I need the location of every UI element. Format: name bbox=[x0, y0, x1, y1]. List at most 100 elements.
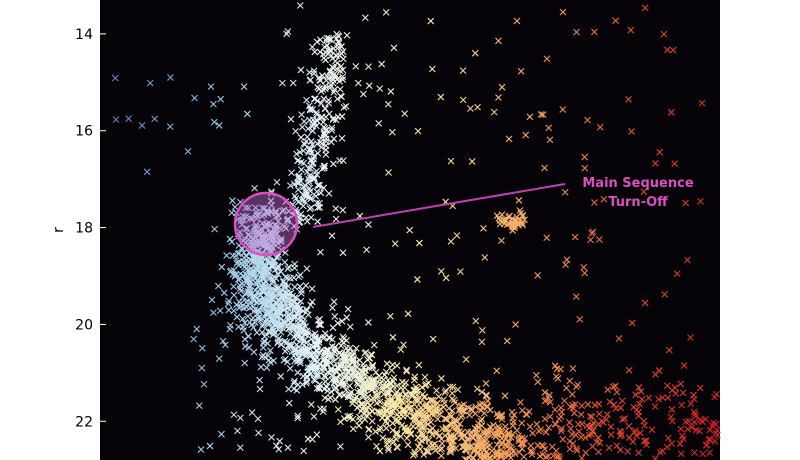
star-marker bbox=[527, 442, 535, 450]
star-marker bbox=[285, 325, 292, 333]
star-marker bbox=[514, 221, 522, 229]
star-marker bbox=[595, 236, 603, 243]
star-marker bbox=[677, 450, 685, 458]
star-marker bbox=[308, 285, 316, 293]
star-marker bbox=[211, 225, 218, 233]
star-marker bbox=[310, 95, 318, 103]
star-marker bbox=[284, 265, 292, 273]
star-marker bbox=[360, 363, 368, 371]
star-marker bbox=[249, 314, 257, 322]
star-marker bbox=[558, 408, 566, 416]
star-marker bbox=[594, 420, 602, 428]
star-marker bbox=[352, 344, 360, 352]
star-marker bbox=[637, 388, 645, 395]
star-marker bbox=[569, 401, 576, 409]
star-marker bbox=[263, 364, 271, 372]
star-marker bbox=[300, 447, 308, 455]
star-marker bbox=[220, 289, 228, 297]
star-marker bbox=[344, 305, 352, 313]
star-marker bbox=[258, 328, 266, 336]
star-marker bbox=[656, 148, 664, 156]
star-marker bbox=[690, 408, 698, 416]
star-marker bbox=[437, 93, 445, 101]
star-marker bbox=[306, 68, 313, 76]
star-marker bbox=[477, 407, 485, 414]
star-marker bbox=[197, 446, 205, 453]
star-marker bbox=[315, 384, 323, 391]
star-marker bbox=[263, 245, 271, 253]
star-marker bbox=[259, 297, 267, 305]
star-marker bbox=[322, 146, 330, 154]
star-marker bbox=[331, 86, 338, 94]
star-marker bbox=[447, 238, 455, 245]
star-marker bbox=[365, 221, 372, 228]
star-marker bbox=[261, 256, 269, 263]
star-marker bbox=[481, 452, 488, 459]
star-marker bbox=[398, 378, 406, 386]
star-marker bbox=[263, 291, 271, 299]
star-marker bbox=[236, 444, 244, 451]
star-marker bbox=[383, 406, 391, 414]
star-marker bbox=[304, 125, 312, 133]
star-marker bbox=[563, 384, 570, 392]
star-marker bbox=[267, 197, 275, 205]
star-marker bbox=[313, 111, 321, 119]
star-marker bbox=[346, 391, 354, 399]
star-marker bbox=[415, 361, 423, 369]
star-marker bbox=[302, 329, 309, 336]
star-marker bbox=[421, 417, 428, 425]
star-marker bbox=[316, 48, 324, 56]
star-marker bbox=[517, 399, 524, 406]
star-marker bbox=[495, 37, 502, 45]
star-marker bbox=[651, 159, 659, 167]
star-marker bbox=[294, 186, 302, 194]
star-marker bbox=[326, 67, 334, 75]
star-marker bbox=[287, 115, 295, 123]
star-marker bbox=[595, 400, 603, 408]
star-marker bbox=[373, 408, 381, 415]
star-marker bbox=[418, 383, 426, 391]
star-marker bbox=[215, 122, 223, 129]
star-marker bbox=[393, 362, 401, 370]
star-marker bbox=[313, 97, 321, 105]
star-marker bbox=[468, 158, 476, 165]
star-marker bbox=[679, 389, 687, 397]
star-marker bbox=[561, 188, 569, 196]
star-marker bbox=[267, 286, 275, 294]
star-marker bbox=[520, 440, 528, 448]
star-marker bbox=[406, 226, 414, 234]
star-marker bbox=[396, 404, 404, 411]
star-marker bbox=[461, 431, 469, 439]
star-marker bbox=[311, 175, 318, 183]
star-marker bbox=[566, 419, 573, 426]
star-marker bbox=[278, 207, 286, 215]
star-marker bbox=[427, 17, 435, 25]
star-marker bbox=[307, 401, 315, 408]
star-marker bbox=[111, 74, 119, 82]
star-marker bbox=[521, 216, 528, 224]
star-marker bbox=[397, 346, 405, 354]
star-marker bbox=[244, 312, 252, 320]
star-marker bbox=[320, 184, 328, 192]
star-marker bbox=[624, 448, 631, 455]
star-marker bbox=[510, 411, 518, 419]
star-marker bbox=[641, 4, 649, 12]
star-marker bbox=[407, 391, 415, 399]
star-marker bbox=[249, 241, 257, 249]
star-marker bbox=[243, 110, 251, 118]
star-marker bbox=[216, 307, 224, 315]
star-marker bbox=[682, 418, 690, 426]
star-marker bbox=[478, 338, 486, 346]
star-marker bbox=[323, 357, 331, 365]
star-marker bbox=[248, 409, 256, 416]
star-marker bbox=[304, 367, 312, 374]
star-marker bbox=[316, 349, 324, 357]
star-marker bbox=[379, 434, 387, 442]
star-marker bbox=[253, 265, 261, 273]
star-marker bbox=[303, 378, 311, 385]
star-marker bbox=[229, 197, 236, 205]
star-marker bbox=[275, 445, 283, 453]
star-marker bbox=[242, 265, 250, 273]
star-marker bbox=[322, 378, 329, 385]
star-marker bbox=[545, 124, 553, 132]
